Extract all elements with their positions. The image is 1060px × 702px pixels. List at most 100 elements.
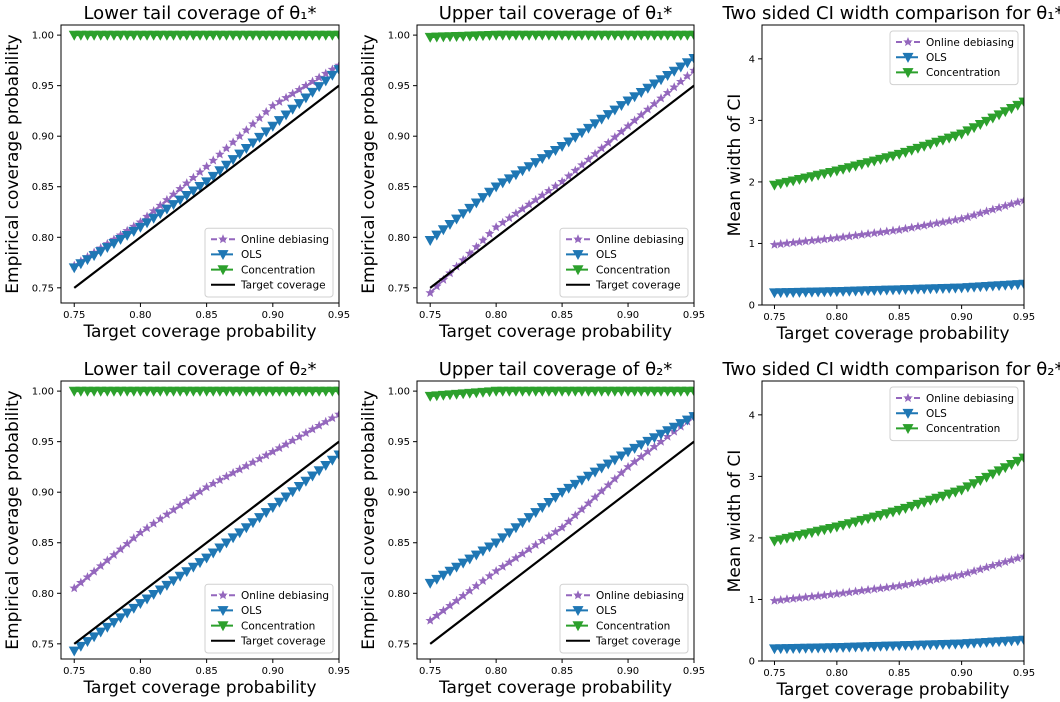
data-point-online (813, 590, 823, 601)
legend-marker (902, 52, 914, 63)
data-point-concentration (95, 386, 107, 397)
data-point-online (610, 132, 620, 142)
series-ols (424, 54, 694, 246)
data-point-ols (655, 429, 667, 440)
data-point-concentration (497, 386, 509, 397)
data-point-online (102, 555, 113, 565)
data-point-concentration (326, 30, 338, 41)
data-point-ols (464, 203, 476, 214)
data-point-concentration (273, 30, 285, 41)
data-point-online (544, 531, 554, 541)
data-point-concentration (240, 30, 252, 41)
x-tick-label: 0.95 (683, 310, 705, 321)
data-point-ols (254, 513, 266, 524)
y-axis-label: Empirical coverage probability (3, 390, 23, 649)
data-point-ols (569, 479, 581, 490)
data-point-online (925, 575, 936, 585)
data-point-online (294, 84, 305, 94)
data-point-ols (95, 627, 107, 638)
x-tick-label: 0.75 (63, 666, 85, 677)
data-point-online (175, 500, 185, 510)
data-point-ols (260, 127, 272, 138)
data-point-ols (267, 121, 279, 132)
y-tick-label: 0.95 (32, 81, 54, 92)
data-point-ols (675, 62, 687, 73)
data-point-online (234, 131, 245, 141)
data-point-online (268, 100, 278, 110)
data-point-concentration (280, 386, 292, 397)
data-point-online (530, 539, 541, 550)
data-point-concentration (668, 30, 680, 41)
data-point-concentration (1012, 456, 1024, 467)
data-point-online (931, 218, 942, 228)
x-axis-label: Target coverage probability (82, 678, 316, 698)
data-point-concentration (108, 386, 120, 397)
data-point-concentration (240, 386, 252, 397)
data-point-online (775, 594, 786, 605)
data-point-concentration (800, 173, 812, 184)
data-point-concentration (924, 495, 936, 506)
data-point-ols (148, 213, 160, 224)
data-point-online (162, 509, 172, 519)
data-point-ols (101, 622, 113, 633)
data-point-concentration (326, 386, 338, 397)
data-point-online (669, 82, 680, 92)
data-point-online (155, 513, 166, 524)
data-point-ols (108, 618, 120, 629)
data-point-concentration (477, 387, 489, 398)
legend-label: Concentration (596, 264, 670, 276)
legend-marker (217, 265, 229, 276)
data-point-concentration (293, 30, 305, 41)
data-point-online (577, 159, 587, 170)
x-tick-label: 0.85 (195, 310, 217, 321)
data-point-concentration (648, 30, 660, 41)
data-point-ols (569, 132, 581, 143)
data-point-concentration (168, 386, 180, 397)
data-point-online (484, 570, 495, 581)
data-point-concentration (949, 487, 961, 498)
data-point-concentration (999, 107, 1011, 118)
data-point-online (431, 610, 442, 620)
chart-panel-p5: 0.75 0.80 0.85 0.90 0.95 0.75 0.80 0.85 0.90 0.95… (359, 359, 705, 698)
data-point-online (201, 482, 212, 492)
data-point-online (832, 232, 842, 242)
data-point-ols (688, 412, 694, 422)
data-point-online (1000, 200, 1011, 210)
data-point-ols (451, 562, 463, 573)
data-point-online (629, 115, 640, 125)
data-point-concentration (81, 386, 93, 397)
data-point-online (649, 98, 660, 108)
x-axis-label: Target coverage probability (775, 680, 1009, 700)
data-point-concentration (510, 30, 522, 41)
data-point-online (168, 189, 179, 199)
data-point-concentration (320, 386, 332, 397)
data-point-ols (576, 128, 588, 139)
data-point-concentration (582, 30, 594, 41)
data-point-online (201, 161, 212, 171)
data-point-concentration (287, 386, 299, 397)
data-point-online (530, 194, 541, 204)
data-point-concentration (768, 536, 780, 547)
data-point-online (596, 486, 607, 496)
data-point-concentration (899, 503, 911, 514)
data-point-online (950, 570, 961, 581)
data-point-online (241, 125, 252, 135)
legend: Online debiasing OLS Concentration Target c… (559, 583, 689, 654)
data-point-concentration (115, 386, 127, 397)
data-point-concentration (831, 166, 843, 177)
data-point-concentration (287, 30, 299, 41)
y-tick-label: 0.75 (388, 283, 410, 294)
data-point-online (819, 590, 830, 600)
data-point-concentration (576, 30, 588, 41)
data-point-online (129, 533, 139, 543)
data-point-online (438, 274, 449, 284)
x-tick-label: 0.75 (419, 310, 441, 321)
data-point-ols (161, 580, 173, 591)
data-point-concentration (893, 505, 905, 516)
legend-entry-ols: OLS (566, 605, 617, 617)
data-point-concentration (187, 30, 199, 41)
x-tick-label: 0.80 (129, 666, 151, 677)
data-point-ols (523, 162, 535, 173)
data-point-concentration (214, 386, 226, 397)
data-point-online (881, 582, 892, 592)
